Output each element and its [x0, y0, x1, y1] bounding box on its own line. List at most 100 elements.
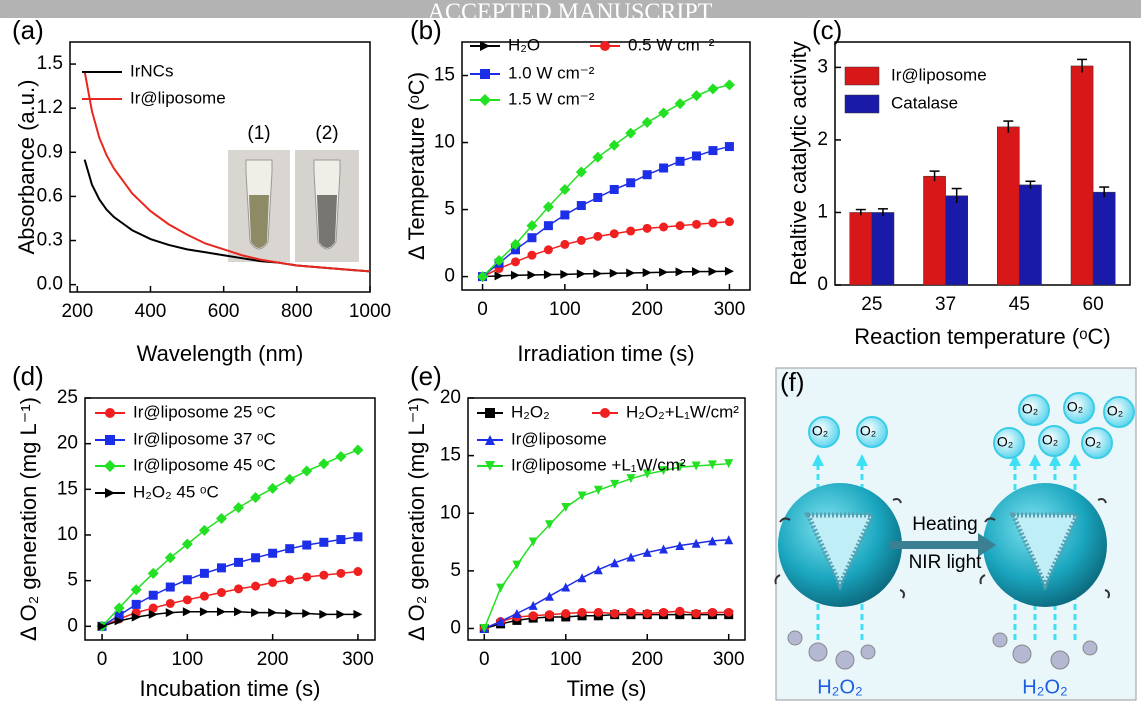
marker: [104, 460, 116, 472]
series-line: [101, 570, 359, 627]
marker: [592, 151, 604, 163]
marker: [251, 581, 261, 591]
x-tick-label: 45: [1009, 294, 1030, 315]
marker: [147, 567, 159, 579]
legend-label: 1.5 W cm⁻²: [508, 89, 595, 108]
legend-label: 1.0 W cm⁻²: [508, 63, 595, 82]
o2-bubble: [856, 416, 888, 448]
marker: [480, 69, 490, 79]
plot-frame: [467, 397, 746, 641]
marker: [561, 502, 571, 512]
marker: [182, 595, 192, 605]
marker: [724, 535, 734, 545]
marker: [707, 83, 719, 95]
y-axis-title: Δ Temperature (ᵒC): [404, 72, 429, 260]
marker: [723, 79, 735, 91]
marker: [626, 268, 636, 278]
marker: [561, 582, 571, 592]
series-line: [83, 71, 371, 273]
bar: [1092, 191, 1116, 286]
marker: [131, 612, 141, 622]
legend-label: Ir@liposome: [130, 88, 226, 107]
marker: [674, 98, 686, 110]
marker: [165, 608, 175, 618]
marker: [577, 573, 587, 583]
legend-label: 0.5 W cm⁻²: [628, 35, 715, 54]
panel-label: (f): [780, 367, 805, 397]
marker: [148, 603, 158, 613]
h2o2-label: H₂O₂: [1022, 676, 1068, 698]
error-bar: [855, 208, 866, 216]
marker: [577, 607, 587, 617]
y-tick-label: 0.3: [37, 230, 63, 251]
marker: [284, 473, 296, 485]
marker: [148, 609, 158, 619]
x-tick-label: 0: [479, 649, 490, 670]
marker: [479, 623, 489, 633]
marker: [526, 220, 538, 232]
y-tick-label: 20: [440, 387, 461, 408]
marker: [528, 600, 538, 610]
legend-swatch: [844, 66, 880, 86]
marker: [336, 609, 346, 619]
marker: [165, 598, 175, 608]
o2-bubble: [1038, 425, 1070, 457]
marker: [593, 269, 603, 279]
marker: [692, 151, 702, 161]
marker: [609, 268, 619, 278]
o2-label: O₂: [1085, 434, 1101, 450]
legend-label: H₂O₂+L₁W/cm²: [626, 402, 739, 421]
series-line: [101, 449, 359, 627]
marker: [642, 268, 652, 278]
series-line: [482, 220, 730, 278]
y-tick-label: 15: [440, 445, 461, 466]
o2-label: O₂: [1107, 403, 1123, 419]
arrow-label: NIR light: [909, 552, 983, 573]
o2-bubble: [1103, 396, 1135, 428]
marker: [199, 607, 209, 617]
series-line: [101, 536, 359, 627]
marker: [319, 570, 329, 580]
marker: [336, 535, 346, 545]
marker: [691, 461, 701, 471]
o2-label: O₂: [812, 423, 828, 439]
marker: [512, 560, 522, 570]
series-line: [101, 610, 358, 628]
marker: [528, 611, 538, 621]
x-tick-label: 300: [713, 649, 745, 670]
series-line: [482, 84, 730, 278]
marker: [318, 458, 330, 470]
marker: [692, 219, 702, 229]
marker: [512, 608, 522, 618]
marker: [251, 608, 261, 618]
marker: [708, 146, 718, 156]
marker: [234, 607, 244, 617]
marker: [692, 267, 702, 277]
marker: [302, 609, 312, 619]
y-tick-label: 20: [57, 433, 78, 454]
legend-label: Catalase: [891, 93, 958, 112]
marker: [544, 520, 554, 530]
error-bar: [877, 208, 888, 217]
x-tick-label: 400: [135, 301, 167, 322]
marker: [477, 271, 489, 283]
marker: [559, 183, 571, 195]
y-axis-title: Absorbance (a.u.): [14, 80, 39, 255]
marker: [543, 245, 553, 255]
h2o2-label: H₂O₂: [817, 676, 863, 698]
y-tick-label: 25: [57, 387, 78, 408]
marker: [97, 621, 107, 631]
marker: [593, 565, 603, 575]
bar: [871, 212, 895, 286]
marker: [593, 231, 603, 241]
marker: [479, 94, 491, 106]
o2-bubble: [1018, 394, 1050, 426]
marker: [216, 563, 226, 573]
marker: [285, 575, 295, 585]
marker: [610, 608, 620, 618]
marker: [609, 229, 619, 239]
marker: [659, 544, 669, 554]
panel-label: (e): [410, 361, 442, 391]
o2-bubble: [993, 427, 1025, 459]
plot-frame: [69, 41, 371, 293]
